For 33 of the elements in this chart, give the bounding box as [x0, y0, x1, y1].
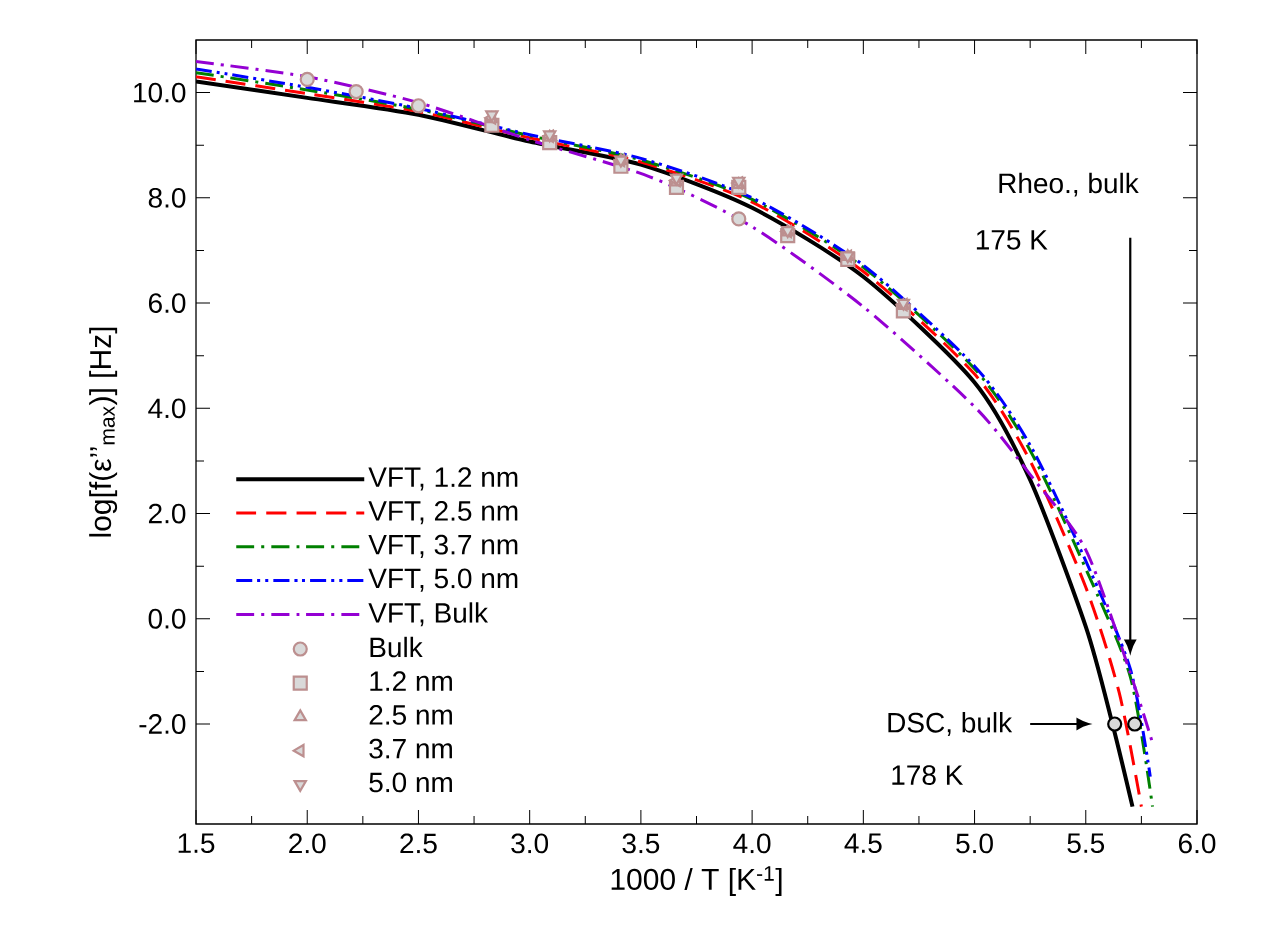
y-tick-label: 10.0: [134, 82, 186, 103]
y-axis-title: log[f(ε’’$_{max}$)] [Hz]: [89, 327, 118, 537]
x-tick-label: 3.0: [511, 833, 549, 854]
annotation: 175 K: [976, 230, 1048, 250]
legend-label: 1.2 nm: [370, 671, 452, 691]
annotation: DSC, bulk: [888, 712, 1013, 736]
y-tick-label: 2.0: [148, 503, 186, 524]
legend-label: 5.0 nm: [369, 772, 452, 793]
legend-label: VFT, 2.5 nm: [368, 501, 518, 525]
legend-label: VFT, 3.7 nm: [368, 534, 518, 558]
y-tick-label: 0.0: [148, 608, 186, 629]
y-tick-label: 6.0: [148, 293, 186, 313]
y-tick-label: 4.0: [148, 398, 186, 419]
annotation: Rheo., bulk: [999, 172, 1139, 197]
legend-label: VFT, 5.0 nm: [368, 568, 518, 592]
legend-label: VFT, 1.2 nm: [368, 467, 518, 491]
legend-label: Bulk: [370, 636, 423, 658]
annotation: 178 K: [892, 765, 964, 785]
x-tick-label: 3.5: [622, 833, 660, 854]
x-tick-label: 2.5: [400, 833, 437, 854]
legend-label: VFT, Bulk: [368, 602, 489, 627]
legend-label: 3.7 nm: [369, 738, 452, 759]
y-tick-label: -2.0: [139, 714, 186, 734]
legend-label: 2.5 nm: [369, 705, 452, 725]
x-tick-label: 5.5: [1067, 833, 1105, 854]
x-tick-label: 4.0: [733, 833, 771, 854]
x-tick-label: 4.5: [844, 833, 882, 854]
x-tick-label: 2.0: [289, 833, 326, 854]
x-tick-label: 1.5: [178, 833, 215, 854]
x-axis-title: 1000 / T [K$^{-1}$]: [611, 866, 782, 896]
y-tick-label: 8.0: [148, 187, 186, 208]
x-tick-label: 5.0: [956, 833, 993, 854]
x-tick-label: 6.0: [1178, 833, 1216, 854]
